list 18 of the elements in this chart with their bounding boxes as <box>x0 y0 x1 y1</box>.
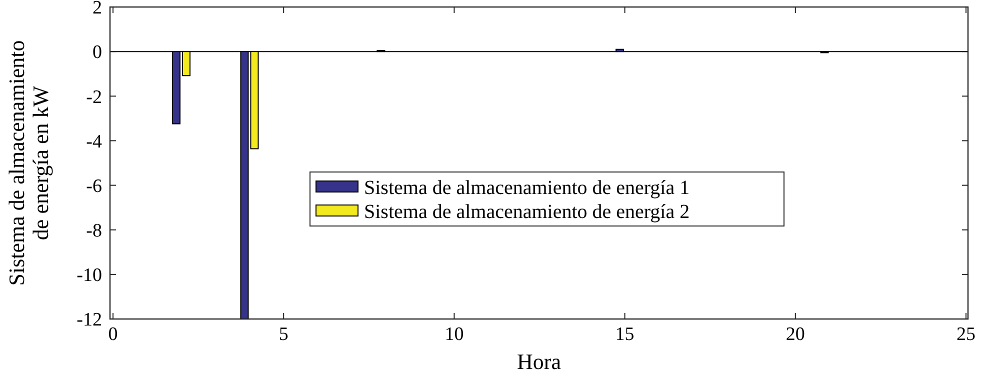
y-tick-label: -12 <box>76 310 102 331</box>
x-tick-label: 10 <box>444 324 464 345</box>
x-tick-label: 25 <box>956 324 976 345</box>
y-tick-label: -4 <box>86 131 102 152</box>
legend-label: Sistema de almacenamiento de energía 1 <box>364 177 690 199</box>
y-axis-title: Sistema de almacenamiento de energía en kW <box>4 40 54 286</box>
x-tick-label: 5 <box>278 324 288 345</box>
x-tick-label: 0 <box>108 324 118 345</box>
y-tick-label: -8 <box>86 220 102 242</box>
y-tick-label: -10 <box>76 265 102 286</box>
legend-label: Sistema de almacenamiento de energía 2 <box>364 201 690 223</box>
x-tick-label: 15 <box>615 324 634 345</box>
y-tick-label: -2 <box>86 86 102 108</box>
y-tick-label: 0 <box>92 42 102 64</box>
x-axis-title: Hora <box>517 349 562 374</box>
y-tick-label: 2 <box>92 0 102 19</box>
x-tick-label: 20 <box>786 324 805 345</box>
y-tick-label: -6 <box>86 176 102 197</box>
